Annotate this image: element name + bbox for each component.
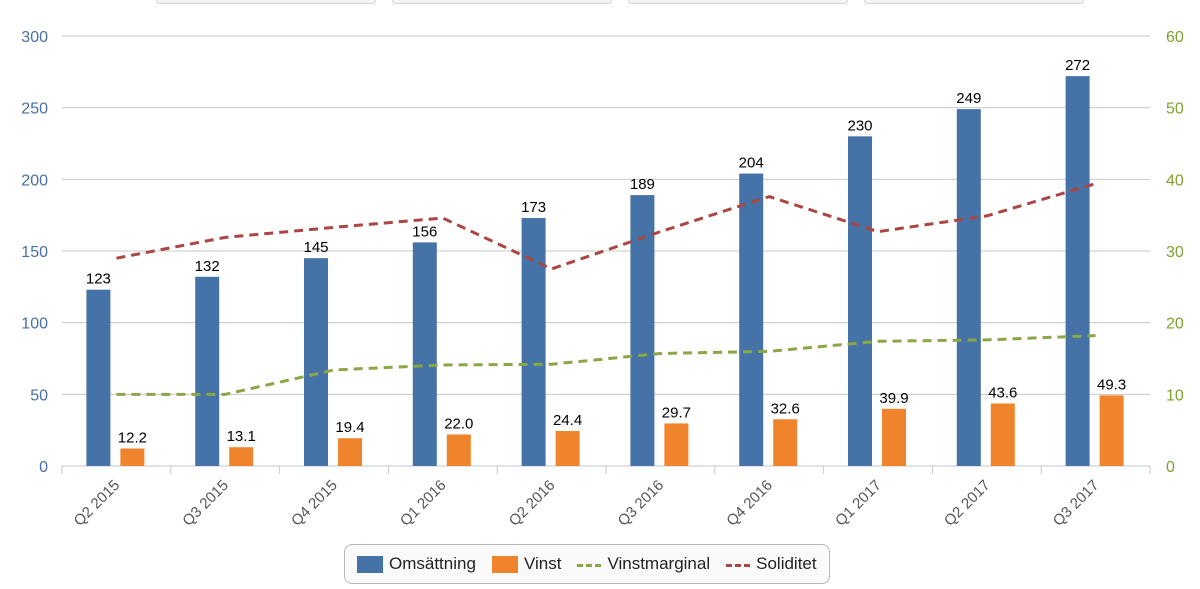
data-label-omsattning: 132 bbox=[195, 258, 220, 275]
bar-omsattning[interactable] bbox=[848, 136, 872, 467]
grid-lines bbox=[62, 35, 1150, 467]
bar-vinst[interactable] bbox=[990, 403, 1015, 466]
bar-omsattning[interactable] bbox=[521, 218, 546, 466]
data-label-vinst: 29.7 bbox=[662, 404, 691, 421]
right-tick-label: 20 bbox=[1166, 316, 1184, 333]
bar-vinst[interactable] bbox=[773, 419, 798, 466]
left-y-axis: 0 50 100 150 200 250 300 bbox=[21, 29, 48, 476]
top-tab-4[interactable] bbox=[864, 0, 1084, 4]
x-tick-label: Q1 2016 bbox=[397, 477, 450, 530]
data-label-omsattning: 189 bbox=[630, 176, 655, 193]
data-label-vinst: 24.4 bbox=[553, 412, 582, 429]
bar-omsattning[interactable] bbox=[195, 276, 220, 466]
bar-omsattning[interactable] bbox=[1065, 76, 1090, 466]
x-tick-label: Q4 2015 bbox=[288, 477, 341, 530]
data-label-omsattning: 230 bbox=[847, 117, 872, 134]
bar-vinst[interactable] bbox=[338, 438, 362, 466]
data-label-vinst: 32.6 bbox=[771, 400, 800, 417]
legend-label-soliditet: Soliditet bbox=[756, 554, 817, 573]
left-tick-label: 200 bbox=[21, 172, 48, 189]
legend-item-vinst[interactable]: Vinst bbox=[491, 554, 562, 574]
left-tick-label: 0 bbox=[39, 459, 48, 476]
left-tick-label: 150 bbox=[21, 244, 48, 261]
left-tick-label: 50 bbox=[30, 387, 48, 404]
bar-vinst[interactable] bbox=[555, 431, 580, 466]
data-label-omsattning: 249 bbox=[956, 90, 981, 107]
x-tick-label: Q4 2016 bbox=[723, 477, 776, 530]
legend-label-vinstmarginal: Vinstmarginal bbox=[607, 554, 711, 573]
bars bbox=[86, 76, 1124, 467]
data-label-omsattning: 173 bbox=[521, 199, 546, 216]
right-y-axis: 0 10 20 30 40 50 60 bbox=[1166, 29, 1184, 476]
legend-item-soliditet[interactable]: Soliditet bbox=[726, 554, 817, 574]
bar-vinst[interactable] bbox=[446, 434, 471, 466]
left-tick-label: 250 bbox=[21, 101, 48, 118]
data-label-vinst: 12.2 bbox=[118, 430, 147, 447]
bar-omsattning[interactable] bbox=[412, 242, 437, 466]
left-tick-label: 100 bbox=[21, 316, 48, 333]
top-tab-2[interactable] bbox=[392, 0, 612, 4]
bar-omsattning[interactable] bbox=[86, 289, 111, 466]
bar-vinst[interactable] bbox=[882, 408, 906, 466]
omsattning-swatch-icon bbox=[357, 555, 383, 573]
right-tick-label: 0 bbox=[1166, 459, 1175, 476]
data-label-vinst: 22.0 bbox=[444, 415, 473, 432]
x-tick-label: Q2 2016 bbox=[506, 477, 559, 530]
x-tick-label: Q2 2015 bbox=[71, 477, 124, 530]
data-label-vinst: 43.6 bbox=[988, 385, 1017, 402]
bar-omsattning[interactable] bbox=[739, 173, 764, 466]
x-tick-label: Q2 2017 bbox=[941, 477, 994, 530]
bar-omsattning[interactable] bbox=[304, 258, 328, 466]
top-tab-3[interactable] bbox=[628, 0, 848, 4]
line-vinstmarginal[interactable] bbox=[116, 334, 1096, 396]
bar-omsattning[interactable] bbox=[956, 109, 981, 466]
top-tab-1[interactable] bbox=[156, 0, 376, 4]
data-labels: 123 12.2 132 13.1 145 19.4 156 22.0 173 24.4 189 29… bbox=[86, 57, 1126, 446]
x-tick-label: Q3 2015 bbox=[179, 477, 232, 530]
bar-vinst[interactable] bbox=[120, 448, 145, 466]
bar-vinst[interactable] bbox=[664, 423, 689, 466]
bar-vinst[interactable] bbox=[1099, 395, 1124, 466]
right-tick-label: 60 bbox=[1166, 29, 1184, 46]
data-label-vinst: 13.1 bbox=[227, 428, 256, 445]
vinst-swatch-icon bbox=[491, 555, 518, 573]
x-tick-label: Q3 2016 bbox=[615, 477, 668, 530]
data-label-omsattning: 145 bbox=[303, 239, 328, 256]
x-axis: Q2 2015 Q3 2015 Q4 2015 Q1 2016 Q2 2016 Q3 20… bbox=[61, 466, 1151, 530]
right-tick-label: 50 bbox=[1166, 101, 1184, 118]
legend-item-vinstmarginal[interactable]: Vinstmarginal bbox=[577, 554, 710, 574]
line-soliditet[interactable] bbox=[116, 182, 1097, 271]
legend: Omsättning Vinst Vinstmarginal Soliditet bbox=[344, 544, 830, 584]
data-label-omsattning: 204 bbox=[739, 155, 764, 172]
soliditet-dash-icon bbox=[726, 556, 751, 573]
right-tick-label: 10 bbox=[1166, 387, 1184, 404]
x-tick-label: Q1 2017 bbox=[832, 477, 885, 530]
legend-label-omsattning: Omsättning bbox=[389, 554, 476, 573]
left-tick-label: 300 bbox=[21, 29, 48, 46]
right-tick-label: 40 bbox=[1166, 172, 1184, 189]
bar-omsattning[interactable] bbox=[630, 195, 655, 466]
legend-item-omsattning[interactable]: Omsättning bbox=[357, 554, 476, 574]
data-label-vinst: 49.3 bbox=[1097, 376, 1126, 393]
bar-vinst[interactable] bbox=[229, 447, 254, 466]
data-label-omsattning: 156 bbox=[412, 223, 437, 240]
data-label-omsattning: 272 bbox=[1065, 57, 1090, 74]
data-label-omsattning: 123 bbox=[86, 271, 111, 288]
lines bbox=[116, 182, 1097, 396]
data-label-vinst: 39.9 bbox=[879, 390, 908, 407]
right-tick-label: 30 bbox=[1166, 244, 1184, 261]
legend-label-vinst: Vinst bbox=[523, 554, 562, 573]
data-label-vinst: 19.4 bbox=[335, 419, 364, 436]
vinstmarginal-dash-icon bbox=[577, 556, 602, 573]
x-tick-label: Q3 2017 bbox=[1050, 477, 1103, 530]
